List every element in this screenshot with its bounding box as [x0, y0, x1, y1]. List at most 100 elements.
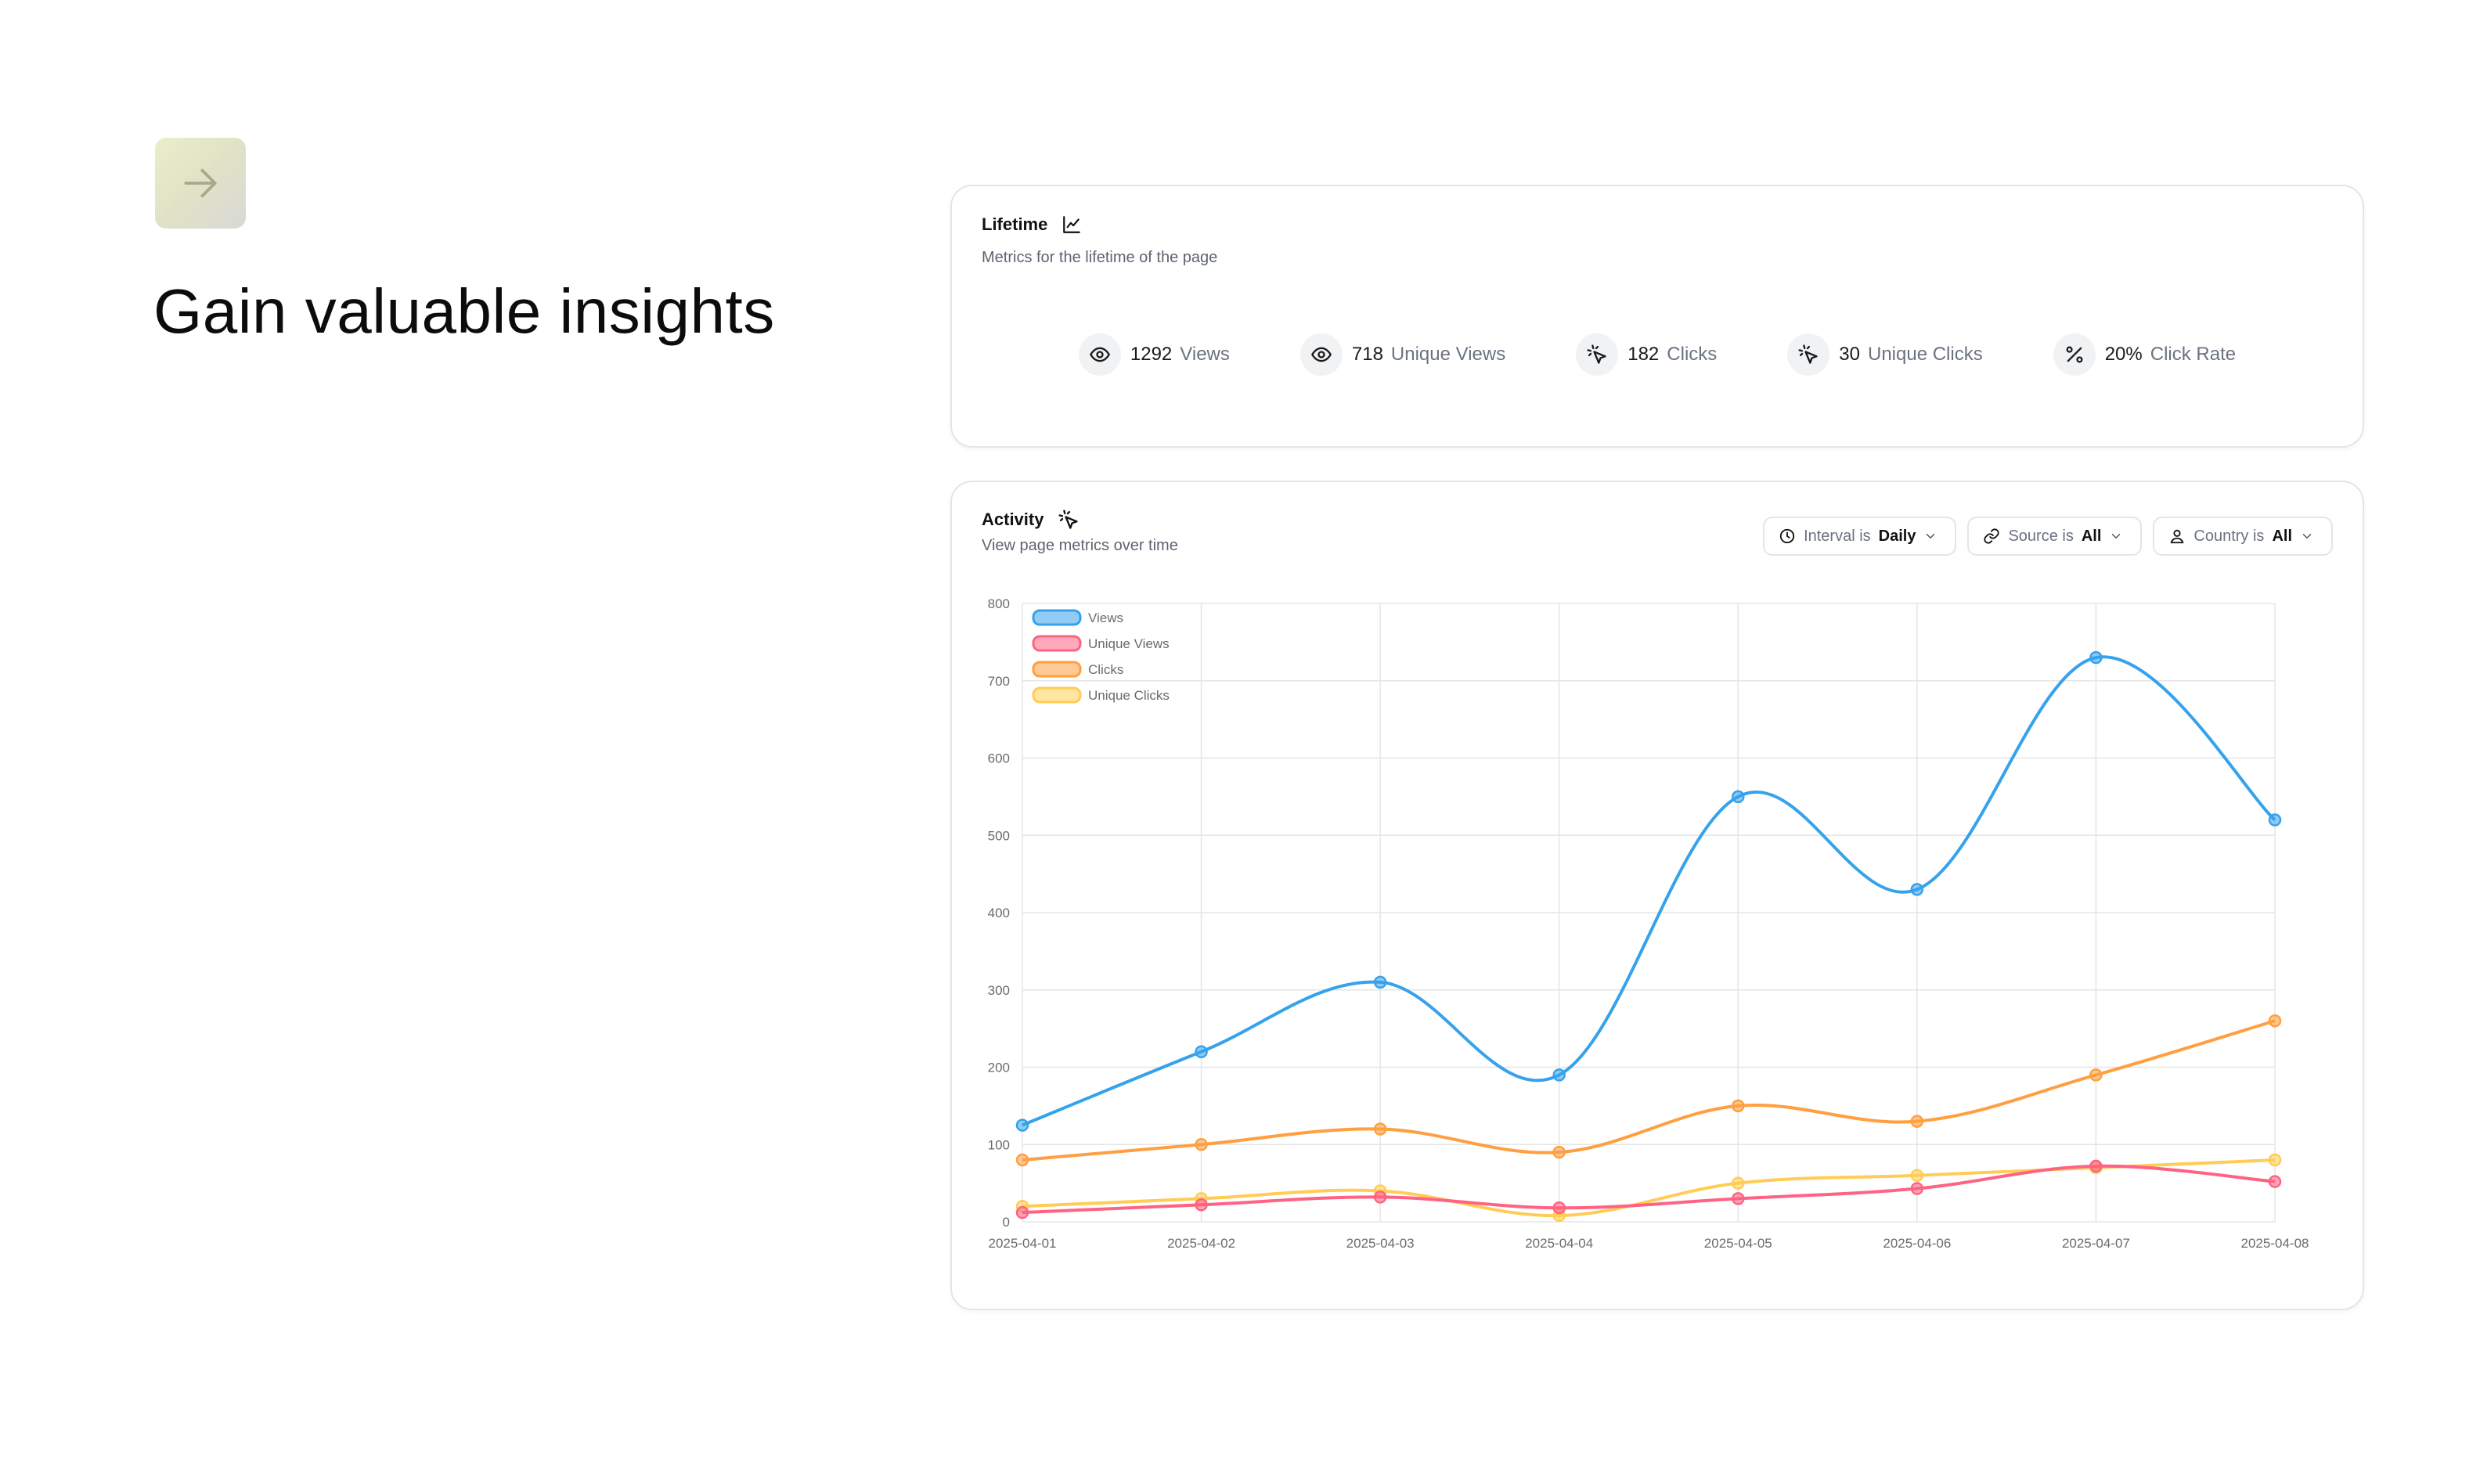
percent-icon — [2066, 346, 2083, 363]
source-filter[interactable]: Source is All — [1967, 517, 2143, 556]
data-point-views — [1552, 1068, 1566, 1082]
arrow-right-icon — [184, 168, 217, 198]
data-point-views — [2089, 650, 2103, 665]
series-line-unique-views — [1022, 1164, 2276, 1215]
legend-label-unique-views: Unique Views — [1088, 636, 1170, 651]
x-tick-label: 2025-04-05 — [1704, 1236, 1772, 1251]
data-point-unique-views — [1015, 1205, 1029, 1219]
filter-value: All — [2272, 527, 2292, 545]
y-tick-label: 400 — [988, 906, 1010, 920]
metric-label: Unique Views — [1390, 344, 1506, 365]
link-icon — [1984, 528, 2000, 544]
activity-header: Activity — [982, 509, 1080, 531]
data-point-views — [1015, 1118, 1029, 1132]
clock-icon — [1779, 528, 1795, 544]
eye-icon — [1310, 347, 1332, 362]
metric-value: 30 — [1839, 344, 1860, 365]
filter-prefix: Country is — [2193, 527, 2265, 545]
pointer-click-icon — [1587, 344, 1606, 364]
legend-label-unique-clicks: Unique Clicks — [1088, 688, 1170, 703]
lifetime-card: Lifetime Metrics for the lifetime of the… — [950, 185, 2364, 448]
filter-value: Daily — [1878, 527, 1916, 545]
data-point-unique-clicks — [1910, 1169, 1924, 1182]
series-line-clicks — [1022, 1019, 2276, 1162]
data-point-clicks — [1732, 1099, 1745, 1113]
y-tick-label: 600 — [988, 751, 1010, 766]
data-point-unique-clicks — [2268, 1153, 2282, 1167]
filter-prefix: Interval is — [1804, 527, 1871, 545]
series-line-views — [1022, 655, 2276, 1127]
data-point-unique-views — [1732, 1192, 1745, 1205]
legend-swatch-views — [1032, 609, 1082, 626]
metric-unique-views: 718 Unique Views — [1299, 333, 1506, 376]
data-point-clicks — [2089, 1068, 2103, 1082]
data-point-clicks — [1373, 1122, 1387, 1136]
y-tick-label: 300 — [988, 983, 1010, 998]
filter-value: All — [2081, 527, 2102, 545]
data-point-views — [1910, 883, 1924, 896]
data-point-unique-views — [2089, 1159, 2103, 1173]
data-point-clicks — [1015, 1153, 1029, 1167]
data-point-clicks — [2268, 1014, 2282, 1028]
interval-filter[interactable]: Interval is Daily — [1763, 517, 1957, 556]
metric-views: 1292 Views — [1078, 333, 1230, 376]
x-tick-label: 2025-04-02 — [1167, 1236, 1235, 1251]
x-tick-label: 2025-04-06 — [1883, 1236, 1951, 1251]
metric-clicks: 182 Clicks — [1576, 333, 1717, 376]
data-point-views — [1195, 1045, 1208, 1058]
hero-arrow-icon-tile — [155, 138, 246, 229]
data-point-clicks — [1552, 1145, 1566, 1159]
user-pin-icon — [2171, 529, 2184, 544]
metric-unique-clicks: 30 Unique Clicks — [1787, 333, 1983, 376]
y-tick-label: 0 — [1003, 1215, 1010, 1230]
lifetime-subtitle: Metrics for the lifetime of the page — [982, 249, 1218, 266]
series-line-unique-clicks — [1022, 1158, 2276, 1218]
activity-filters: Interval is Daily Source is All Country is… — [1763, 517, 2333, 556]
chevron-down-icon — [2302, 534, 2312, 539]
x-tick-label: 2025-04-03 — [1346, 1236, 1415, 1251]
x-tick-label: 2025-04-01 — [989, 1236, 1057, 1251]
activity-card: 0 100 200 300 400 500 600 700 800 2025-04-01 2025-… — [950, 481, 2364, 1310]
country-filter[interactable]: Country is All — [2153, 517, 2333, 556]
eye-icon — [1089, 347, 1110, 362]
hero-title: Gain valuable insights — [153, 276, 775, 346]
filter-prefix: Source is — [2008, 527, 2074, 545]
legend-swatch-unique-views — [1032, 635, 1082, 652]
data-point-unique-views — [1373, 1190, 1387, 1204]
activity-subtitle: View page metrics over time — [982, 537, 1178, 554]
pointer-click-icon — [1798, 344, 1818, 364]
activity-line-chart: 0 100 200 300 400 500 600 700 800 2025-04-01 2025-… — [988, 596, 2309, 1251]
metric-value: 1292 — [1130, 344, 1173, 365]
y-tick-label: 200 — [988, 1061, 1010, 1075]
y-tick-label: 500 — [988, 828, 1010, 843]
pointer-click-icon — [1058, 510, 1079, 529]
chevron-down-icon — [1927, 534, 1935, 539]
data-point-unique-clicks — [1732, 1176, 1745, 1190]
metric-label: Clicks — [1667, 344, 1718, 365]
data-point-clicks — [1195, 1138, 1208, 1151]
x-tick-label: 2025-04-07 — [2062, 1236, 2130, 1251]
data-point-unique-views — [1195, 1198, 1208, 1212]
data-point-clicks — [1910, 1115, 1924, 1128]
data-point-views — [2268, 813, 2282, 827]
metric-label: Click Rate — [2150, 344, 2237, 365]
x-tick-label: 2025-04-04 — [1525, 1236, 1593, 1251]
metric-value: 718 — [1351, 344, 1383, 365]
data-point-unique-views — [1552, 1201, 1566, 1215]
y-tick-label: 100 — [988, 1137, 1010, 1152]
lifetime-metrics: 1292 Views 718 Unique Views 182 Clicks 3… — [952, 333, 2363, 376]
data-point-unique-views — [2268, 1175, 2282, 1188]
data-point-views — [1373, 975, 1387, 989]
activity-title: Activity — [982, 510, 1044, 529]
metric-click-rate: 20% Click Rate — [2053, 333, 2236, 376]
legend-swatch-clicks — [1032, 661, 1082, 678]
line-chart-icon — [1063, 216, 1081, 233]
metric-label: Views — [1180, 344, 1230, 365]
x-tick-label: 2025-04-08 — [2241, 1236, 2309, 1251]
y-tick-label: 700 — [988, 674, 1010, 689]
metric-value: 182 — [1628, 344, 1660, 365]
y-tick-label: 800 — [988, 596, 1010, 611]
metric-label: Unique Clicks — [1867, 344, 1983, 365]
lifetime-header: Lifetime — [982, 214, 1082, 235]
chevron-down-icon — [2112, 534, 2121, 539]
